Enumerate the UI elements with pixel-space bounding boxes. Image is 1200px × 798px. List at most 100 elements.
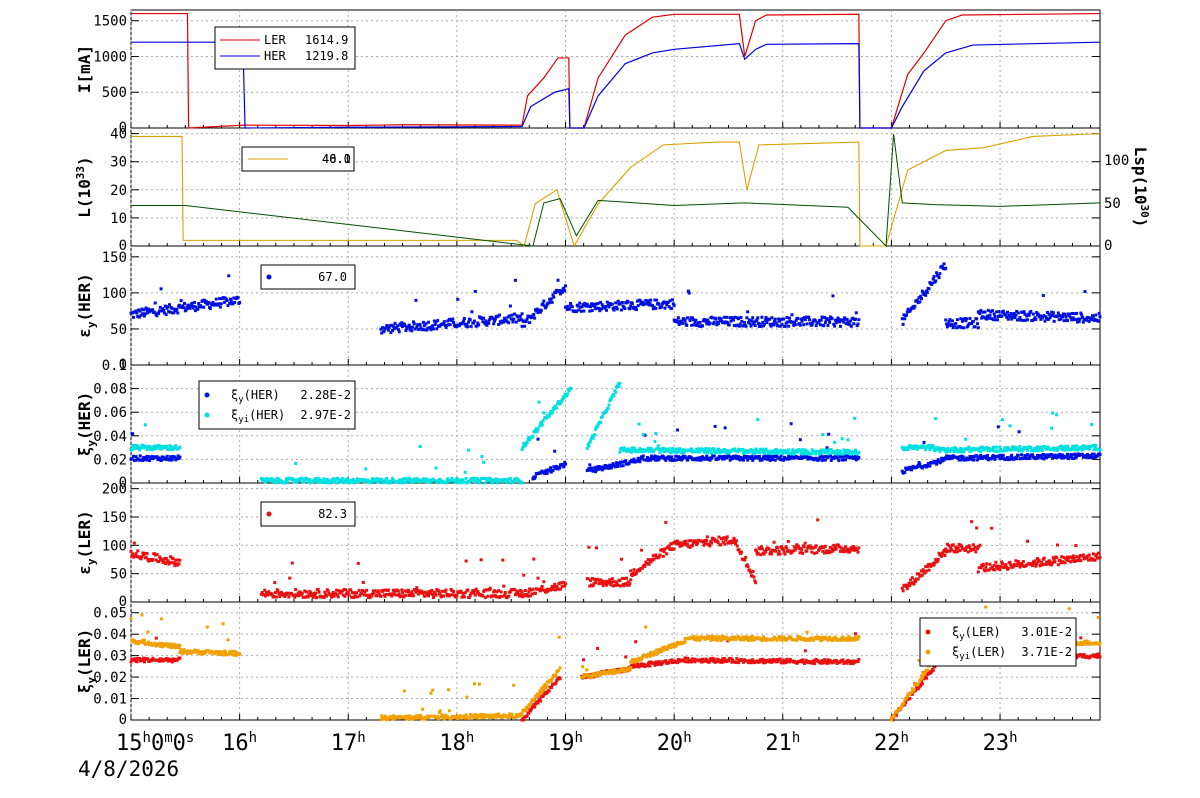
data-point	[1020, 563, 1024, 567]
data-point	[1013, 448, 1017, 452]
data-point	[672, 303, 676, 307]
data-point	[392, 714, 396, 718]
data-point	[390, 594, 394, 598]
data-point	[559, 401, 563, 405]
data-point	[599, 300, 603, 304]
data-point	[493, 319, 497, 323]
data-point	[625, 576, 629, 580]
data-point	[653, 298, 657, 302]
data-point	[146, 458, 150, 462]
data-point	[141, 443, 145, 447]
data-point	[803, 541, 807, 545]
data-point	[792, 451, 796, 455]
data-point	[196, 649, 200, 653]
data-point	[676, 316, 680, 320]
data-point	[640, 566, 644, 570]
data-point	[149, 641, 153, 645]
data-point	[900, 317, 904, 321]
data-point	[707, 447, 711, 451]
data-point	[396, 328, 400, 332]
data-point	[496, 595, 500, 599]
data-point	[785, 657, 789, 661]
data-point	[667, 661, 671, 665]
data-point	[819, 454, 823, 458]
data-point	[488, 586, 492, 590]
data-point	[503, 316, 507, 320]
data-point	[405, 717, 409, 721]
data-point	[344, 477, 348, 481]
data-point	[534, 702, 538, 706]
data-point	[985, 446, 989, 450]
data-point	[1070, 456, 1074, 460]
data-point	[652, 457, 656, 461]
data-point	[591, 304, 595, 308]
data-point	[444, 588, 448, 592]
data-point	[1079, 636, 1083, 640]
y-tick-label: 0.02	[93, 670, 127, 686]
data-point	[1036, 560, 1040, 564]
data-point	[612, 580, 616, 584]
data-point	[137, 448, 141, 452]
data-point	[727, 455, 731, 459]
data-point	[857, 451, 861, 455]
data-point	[1075, 444, 1079, 448]
data-point	[361, 580, 365, 584]
data-point	[137, 308, 141, 312]
data-point	[142, 660, 146, 664]
data-point	[1012, 311, 1016, 315]
data-point	[833, 440, 837, 444]
data-point	[142, 551, 146, 555]
data-point	[446, 477, 450, 481]
data-point	[812, 659, 816, 663]
data-point	[787, 324, 791, 328]
data-point	[1079, 311, 1083, 315]
data-point	[418, 322, 422, 326]
data-point	[681, 448, 685, 452]
data-point	[451, 593, 455, 597]
data-point	[205, 625, 209, 629]
data-point	[814, 657, 818, 661]
data-point	[661, 554, 665, 558]
data-point	[677, 542, 681, 546]
data-point	[345, 477, 349, 481]
data-point	[776, 451, 780, 455]
data-point	[131, 432, 135, 436]
data-point	[372, 591, 376, 595]
data-point	[434, 320, 438, 324]
legend-value: 1614.9	[305, 33, 348, 47]
data-point	[1098, 555, 1102, 559]
data-point	[551, 587, 555, 591]
data-point	[1045, 453, 1049, 457]
data-point	[433, 479, 437, 483]
data-point	[274, 480, 278, 484]
data-point	[177, 646, 181, 650]
y-tick-label: 0.02	[93, 452, 127, 468]
data-point	[705, 658, 709, 662]
data-point	[176, 454, 180, 458]
data-point	[1087, 447, 1091, 451]
data-point	[421, 327, 425, 331]
data-point	[596, 301, 600, 305]
data-point	[600, 415, 604, 419]
data-point	[1067, 314, 1071, 318]
data-point	[998, 568, 1002, 572]
data-point	[444, 325, 448, 329]
data-point	[197, 302, 201, 306]
data-point	[975, 547, 979, 551]
data-point	[137, 657, 141, 661]
data-point	[564, 582, 568, 586]
data-point	[705, 538, 709, 542]
data-point	[169, 455, 173, 459]
data-point	[628, 582, 632, 586]
data-point	[553, 582, 557, 586]
data-point	[535, 587, 539, 591]
data-point	[169, 642, 173, 646]
data-point	[507, 321, 511, 325]
data-point	[723, 542, 727, 546]
data-point	[1096, 319, 1100, 323]
data-point	[319, 480, 323, 484]
data-point	[481, 477, 485, 481]
data-point	[670, 455, 674, 459]
data-point	[131, 552, 135, 556]
data-point	[657, 662, 661, 666]
